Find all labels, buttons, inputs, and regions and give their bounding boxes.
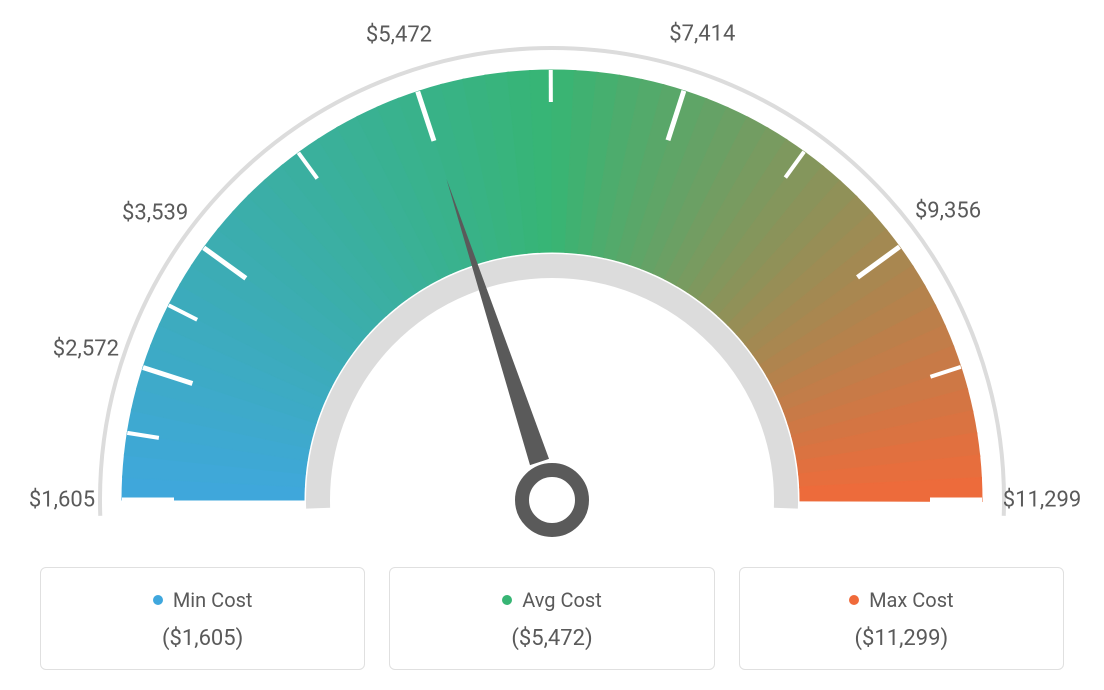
card-header: Max Cost xyxy=(756,588,1047,612)
min-cost-card: Min Cost ($1,605) xyxy=(40,567,365,670)
card-value: ($11,299) xyxy=(756,626,1047,651)
gauge-tick-label: $11,299 xyxy=(1003,488,1082,513)
card-label: Min Cost xyxy=(173,588,253,612)
card-value: ($5,472) xyxy=(406,626,697,651)
gauge-tick-label: $7,414 xyxy=(669,21,735,46)
max-cost-card: Max Cost ($11,299) xyxy=(739,567,1064,670)
gauge-tick-label: $2,572 xyxy=(53,336,119,361)
card-label: Max Cost xyxy=(869,588,954,612)
card-label: Avg Cost xyxy=(522,588,602,612)
card-header: Min Cost xyxy=(57,588,348,612)
summary-cards: Min Cost ($1,605) Avg Cost ($5,472) Max … xyxy=(0,567,1104,670)
card-value: ($1,605) xyxy=(57,626,348,651)
gauge-svg xyxy=(0,0,1104,560)
gauge-tick-label: $5,472 xyxy=(366,22,432,47)
gauge-tick-label: $1,605 xyxy=(29,488,95,513)
cost-gauge-container: $1,605 $2,572 $3,539 $5,472 $7,414 $9,356 $11,… xyxy=(0,0,1104,690)
gauge-tick-label: $3,539 xyxy=(122,200,188,225)
card-header: Avg Cost xyxy=(406,588,697,612)
dot-icon xyxy=(153,595,163,605)
gauge-area: $1,605 $2,572 $3,539 $5,472 $7,414 $9,356 $11,… xyxy=(0,0,1104,540)
gauge-tick-label: $9,356 xyxy=(915,199,981,224)
avg-cost-card: Avg Cost ($5,472) xyxy=(389,567,714,670)
dot-icon xyxy=(849,595,859,605)
dot-icon xyxy=(502,595,512,605)
